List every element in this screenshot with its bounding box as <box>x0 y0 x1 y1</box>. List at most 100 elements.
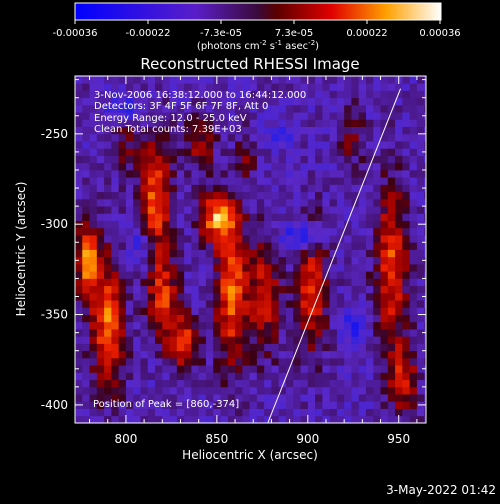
heatmap-cell <box>380 155 389 164</box>
heatmap-cell <box>395 256 403 265</box>
heatmap-cell <box>82 206 90 214</box>
heatmap-cell <box>118 386 127 395</box>
heatmap-cell <box>227 119 236 128</box>
heatmap-cell <box>235 148 243 156</box>
heatmap-cell <box>184 307 192 315</box>
heatmap-cell <box>75 278 83 287</box>
heatmap-cell <box>387 394 396 402</box>
heatmap-cell <box>198 307 207 315</box>
heatmap-cell <box>75 104 83 113</box>
heatmap-cell <box>402 365 411 373</box>
heatmap-cell <box>336 177 345 185</box>
heatmap-cell <box>198 242 207 250</box>
heatmap-cell <box>125 213 134 221</box>
heatmap-cell <box>191 271 200 279</box>
heatmap-cell <box>235 357 243 366</box>
heatmap-cell <box>140 177 149 185</box>
heatmap-cell <box>315 263 323 272</box>
heatmap-cell <box>285 198 294 207</box>
heatmap-cell <box>140 119 149 128</box>
heatmap-cell <box>358 357 367 366</box>
heatmap-cell <box>220 285 229 294</box>
heatmap-cell <box>293 321 301 330</box>
heatmap-cell <box>235 169 243 178</box>
heatmap-cell <box>191 177 200 185</box>
heatmap-cell <box>198 104 207 113</box>
heatmap-cell <box>242 401 250 409</box>
heatmap-cell <box>104 401 112 409</box>
heatmap-cell <box>409 97 418 106</box>
heatmap-cell <box>169 415 178 423</box>
heatmap-cell <box>169 300 178 308</box>
heatmap-cell <box>205 271 214 279</box>
heatmap-cell <box>75 249 83 258</box>
heatmap-cell <box>220 394 229 402</box>
heatmap-cell <box>424 119 426 128</box>
heatmap-cell <box>118 401 127 409</box>
heatmap-cell <box>96 394 105 402</box>
heatmap-cell <box>89 220 98 229</box>
heatmap-cell <box>118 343 127 352</box>
heatmap-cell <box>344 76 352 84</box>
heatmap-cell <box>358 336 367 344</box>
heatmap-cell <box>133 256 141 265</box>
heatmap-cell <box>365 278 374 287</box>
heatmap-cell <box>104 365 112 373</box>
heatmap-cell <box>395 386 403 395</box>
heatmap-cell <box>416 329 425 337</box>
heatmap-cell <box>329 329 338 337</box>
heatmap-cell <box>358 191 367 200</box>
heatmap-cell <box>213 278 221 287</box>
heatmap-cell <box>300 191 309 200</box>
heatmap-cell <box>205 314 214 323</box>
heatmap-cell <box>118 256 127 265</box>
heatmap-cell <box>82 112 90 120</box>
heatmap-cell <box>387 401 396 409</box>
heatmap-cell <box>402 300 411 308</box>
heatmap-cell <box>365 155 374 164</box>
heatmap-cell <box>169 307 178 315</box>
heatmap-cell <box>271 256 280 265</box>
heatmap-cell <box>176 97 185 106</box>
heatmap-cell <box>75 242 83 250</box>
heatmap-cell <box>278 292 287 301</box>
heatmap-cell <box>111 292 120 301</box>
heatmap-cell <box>242 372 250 381</box>
heatmap-cell <box>285 104 294 113</box>
heatmap-cell <box>242 285 250 294</box>
heatmap-cell <box>322 227 331 236</box>
heatmap-cell <box>329 90 338 99</box>
heatmap-cell <box>198 162 207 171</box>
heatmap-cell <box>373 83 381 91</box>
heatmap-cell <box>89 336 98 344</box>
heatmap-cell <box>344 148 352 156</box>
heatmap-cell <box>416 256 425 265</box>
heatmap-cell <box>205 292 214 301</box>
heatmap-cell <box>198 300 207 308</box>
heatmap-cell <box>169 379 178 388</box>
heatmap-cell <box>264 97 272 106</box>
heatmap-cell <box>147 162 156 171</box>
heatmap-cell <box>75 285 83 294</box>
heatmap-cell <box>133 249 141 258</box>
heatmap-cell <box>416 300 425 308</box>
heatmap-cell <box>424 263 426 272</box>
heatmap-cell <box>104 372 112 381</box>
heatmap-cell <box>227 314 236 323</box>
heatmap-cell <box>373 415 381 423</box>
heatmap-cell <box>227 90 236 99</box>
heatmap-cell <box>307 300 316 308</box>
heatmap-cell <box>387 415 396 423</box>
heatmap-cell <box>140 350 149 359</box>
heatmap-cell <box>380 169 389 178</box>
heatmap-cell <box>235 141 243 149</box>
heatmap-cell <box>162 285 170 294</box>
heatmap-cell <box>118 76 127 84</box>
heatmap-cell <box>300 169 309 178</box>
heatmap-cell <box>191 162 200 171</box>
heatmap-cell <box>293 401 301 409</box>
heatmap-cell <box>336 191 345 200</box>
heatmap-cell <box>89 191 98 200</box>
heatmap-cell <box>111 285 120 294</box>
heatmap-cell <box>300 177 309 185</box>
